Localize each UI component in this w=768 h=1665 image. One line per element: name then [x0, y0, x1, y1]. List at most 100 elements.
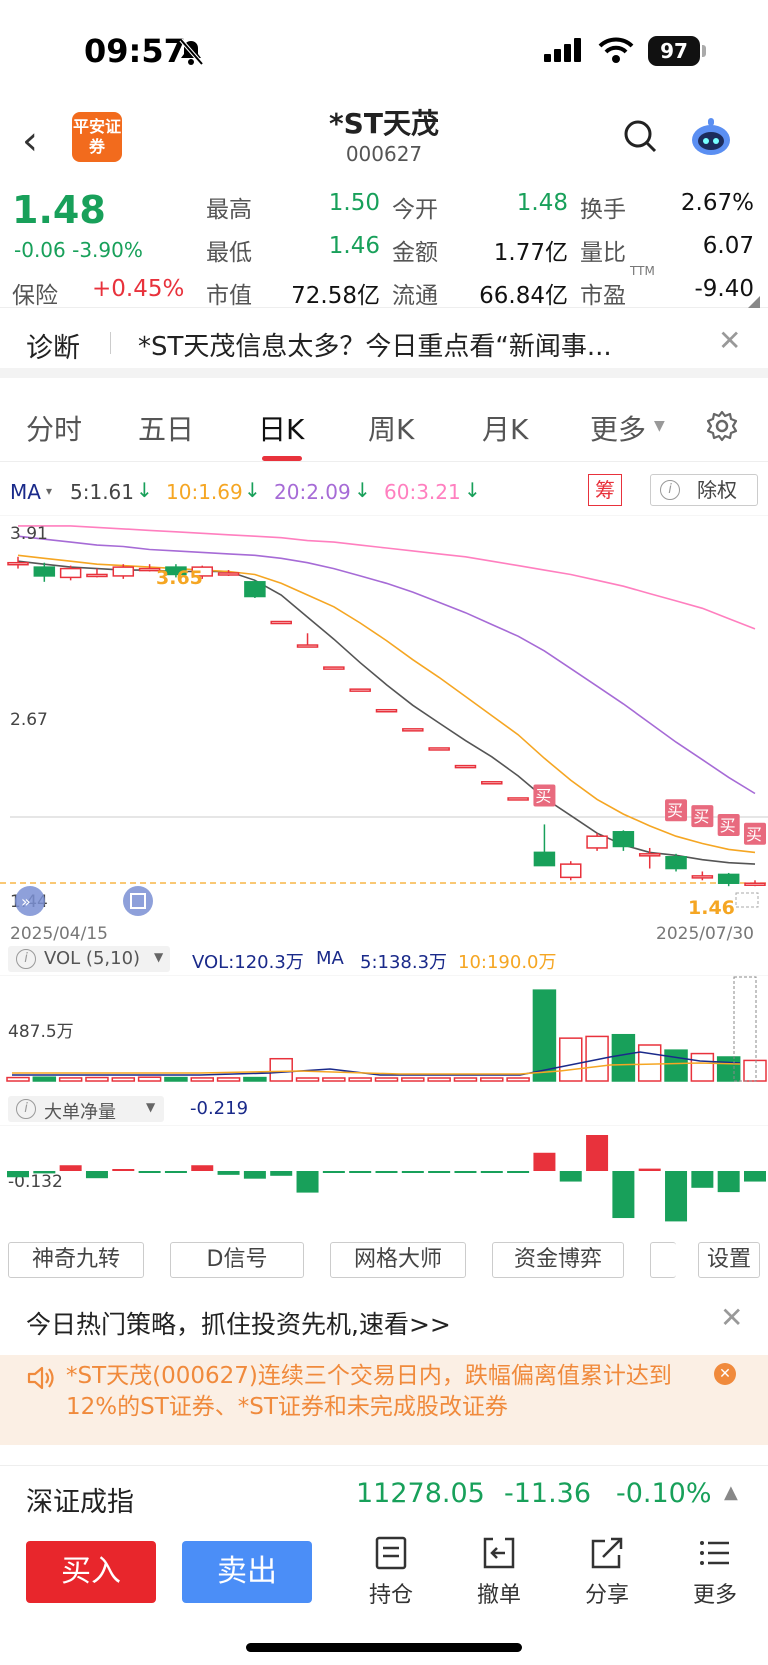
candle-body [560, 863, 582, 879]
volume-bar [269, 1057, 293, 1082]
candle-body [533, 851, 556, 867]
chart-scroll-left-icon[interactable]: » [15, 886, 45, 916]
sector-label[interactable]: 保险 [12, 283, 58, 309]
tab-more[interactable]: 更多 [590, 413, 647, 446]
search-icon[interactable] [622, 118, 658, 154]
netflow-bar [454, 1171, 477, 1173]
chart-fullscreen-icon[interactable] [123, 886, 153, 916]
netflow-bar [533, 1152, 556, 1171]
buy-marker [744, 822, 766, 845]
vol-caret-icon: ▼ [154, 950, 164, 964]
strategy-close-icon[interactable]: ✕ [720, 1301, 744, 1334]
netflow-bar [480, 1171, 503, 1173]
volume-bar [480, 1077, 504, 1082]
buy-marker-label: 买 [667, 801, 683, 820]
share-icon [591, 1537, 623, 1569]
buy-marker [691, 805, 714, 828]
tab-daily-k[interactable]: 日K [258, 413, 305, 446]
volume-bar [58, 1077, 83, 1082]
diagnosis-label: 诊断 [26, 333, 80, 364]
hold-tab[interactable]: 持仓 [356, 1535, 426, 1609]
index-ticker[interactable]: 深证成指 11278.05 -11.36 -0.10% ▲ [0, 1465, 768, 1525]
tool-settings[interactable]: 设置 [698, 1242, 760, 1278]
candle-body [165, 566, 187, 576]
candle-body [744, 882, 766, 886]
ma5-value: 5:1.61 [70, 480, 134, 504]
ma-label[interactable]: MA [10, 480, 41, 504]
info-icon[interactable]: i [660, 480, 680, 500]
candle-body [481, 781, 503, 785]
diagnosis-bar[interactable]: 诊断 *ST天茂信息太多？今日重点看“新闻事... ✕ [0, 310, 768, 378]
document-list-icon [375, 1536, 407, 1570]
candle-body [612, 831, 635, 848]
svg-text:»: » [21, 892, 31, 911]
diagnosis-text[interactable]: *ST天茂信息太多？今日重点看“新闻事... [138, 332, 612, 362]
high-value: 1.50 [328, 190, 380, 216]
broker-logo[interactable]: 平安证券 [72, 112, 122, 162]
mute-bell-icon [179, 38, 204, 66]
tab-monthly-k[interactable]: 月K [482, 413, 529, 446]
tab-five-day[interactable]: 五日 [138, 413, 195, 446]
strategy-banner[interactable]: 今日热门策略，抓住投资先机,速看>> ✕ [0, 1285, 768, 1355]
share-tab[interactable]: 分享 [572, 1535, 642, 1609]
netflow-bar [586, 1135, 609, 1171]
cancel-order-tab[interactable]: 撤单 [464, 1535, 534, 1609]
price-change: -0.06 -3.90% [14, 238, 143, 262]
netflow-bar [85, 1171, 108, 1179]
tab-weekly-k[interactable]: 周K [368, 413, 415, 446]
netflow-chart[interactable]: -0.132 [0, 1125, 768, 1235]
volume-chart[interactable]: 487.5万 [0, 975, 768, 1085]
tool-d-signal[interactable]: D信号 [170, 1242, 304, 1278]
index-value: 11278.05 [356, 1478, 485, 1509]
ma-line-ma5 [17, 560, 756, 865]
candle-body [402, 728, 424, 732]
wifi-icon [598, 37, 634, 63]
netflow-info-icon[interactable]: i [16, 1099, 36, 1119]
sell-button[interactable]: 卖出 [182, 1541, 312, 1603]
tool-partial[interactable] [650, 1242, 676, 1278]
last-price: 1.48 [12, 188, 106, 232]
candle-body [86, 573, 108, 578]
speaker-icon [27, 1366, 54, 1390]
buy-marker-label: 买 [535, 787, 551, 806]
strategy-text[interactable]: 今日热门策略，抓住投资先机,速看>> [26, 1310, 451, 1339]
high-annotation: 3.65 [156, 567, 203, 589]
candle-body [428, 747, 450, 751]
tab-intraday[interactable]: 分时 [26, 413, 83, 446]
logo-text: 平安证券 [72, 117, 121, 156]
tool-fund-game[interactable]: 资金博弈 [492, 1242, 624, 1278]
turnover-value: 2.67% [680, 190, 754, 216]
ma-line-ma20 [17, 535, 756, 795]
volume-bar [6, 1076, 30, 1082]
tool-nine-turn[interactable]: 神奇九转 [8, 1242, 144, 1278]
ma5-down-arrow-icon: ↓ [136, 478, 153, 502]
index-change: -11.36 [504, 1478, 592, 1509]
ai-robot-icon[interactable] [688, 114, 734, 160]
buy-marker [533, 784, 556, 807]
vol-info-icon[interactable]: i [16, 949, 36, 969]
expand-corner-icon[interactable] [748, 296, 760, 308]
vol-selector[interactable]: i VOL (5,10) ▼ [8, 946, 170, 972]
price-axis-mid: 2.67 [10, 710, 48, 730]
candle-body [138, 567, 161, 572]
close-icon[interactable]: ✕ [718, 324, 742, 357]
volume-bar [559, 1037, 583, 1082]
candle-body [7, 561, 29, 566]
risk-notice[interactable]: *ST天茂(000627)连续三个交易日内，跌幅偏离值累计达到12%的ST证券、… [0, 1355, 768, 1445]
index-up-caret-icon[interactable]: ▲ [724, 1482, 738, 1503]
netflow-bar [164, 1171, 187, 1173]
ex-right-button[interactable]: 除权 [650, 474, 758, 506]
more-tab[interactable]: 更多 [680, 1535, 750, 1609]
netflow-selector[interactable]: i 大单净量 ▼ [8, 1096, 164, 1123]
netflow-value: -0.219 [190, 1098, 249, 1119]
candle-body [217, 572, 240, 576]
back-chevron-icon[interactable]: ‹ [22, 118, 38, 164]
settings-gear-icon[interactable] [706, 410, 738, 442]
tool-grid-master[interactable]: 网格大师 [330, 1242, 466, 1278]
buy-button[interactable]: 买入 [26, 1541, 156, 1603]
vol-ma5: 5:138.3万 [360, 952, 448, 973]
chip-button[interactable]: 筹 [588, 474, 622, 506]
notice-close-icon[interactable]: ✕ [714, 1363, 736, 1385]
volume-bar [401, 1077, 425, 1082]
